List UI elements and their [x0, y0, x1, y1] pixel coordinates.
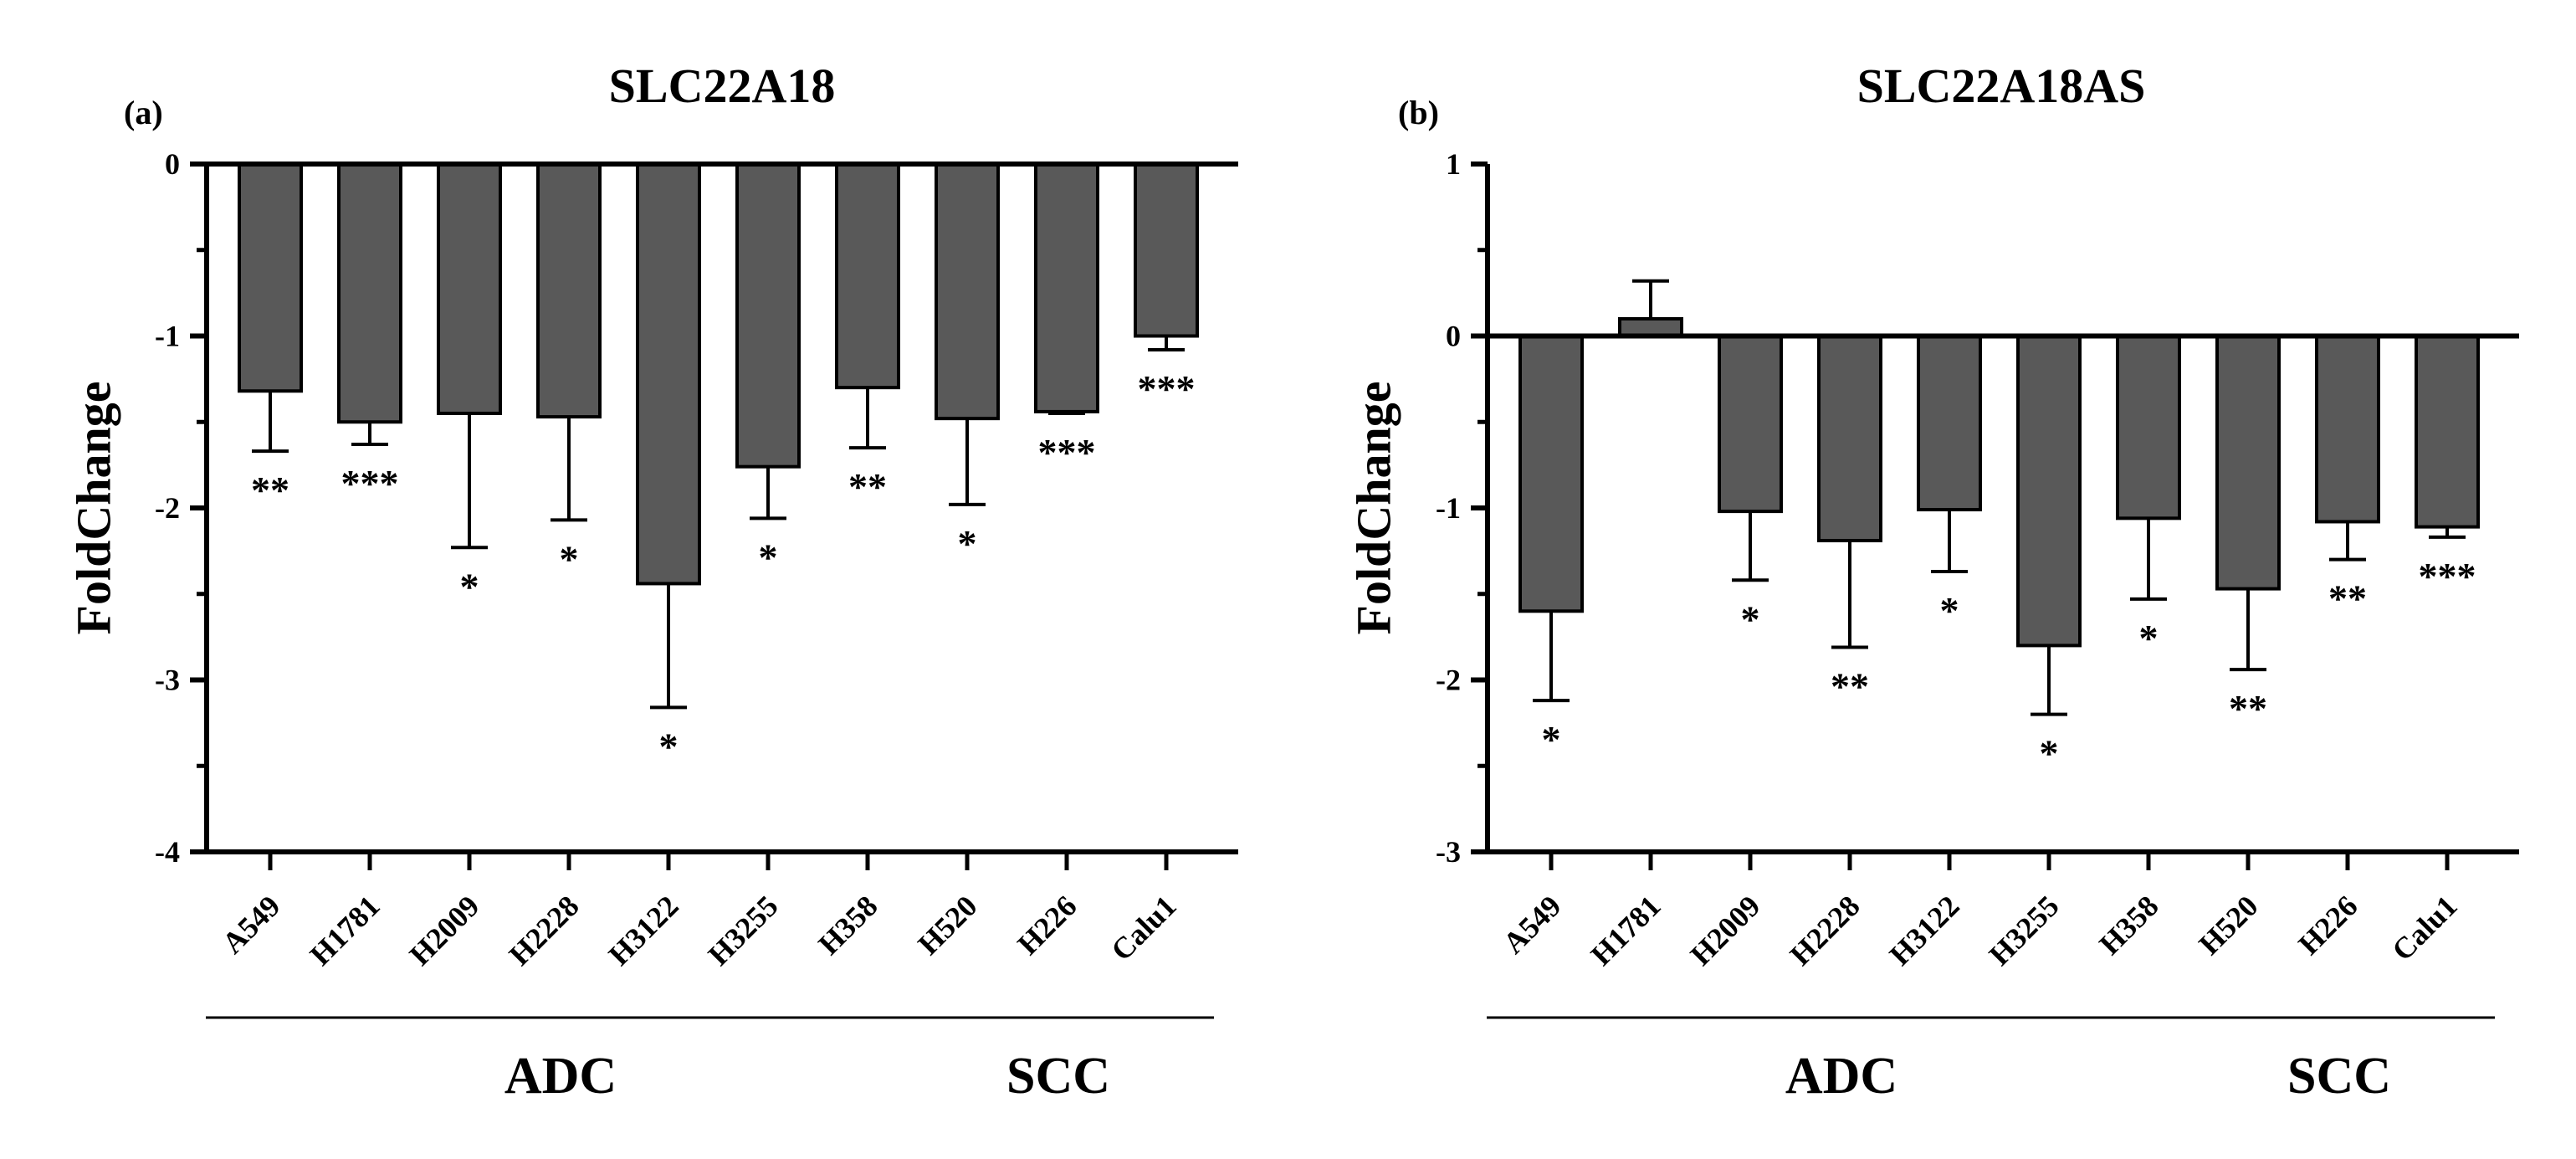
panel-b-y-tick-label: 1	[1446, 147, 1461, 181]
panel-b-category-label: A549	[1497, 889, 1568, 960]
panel-a-significance-label: *	[759, 536, 778, 578]
panel-a-y-tick-label: 0	[165, 147, 180, 181]
panel-a-significance-label: *	[460, 565, 479, 608]
panel-a-title: SLC22A18	[609, 59, 836, 113]
panel-b-significance-label: *	[1542, 718, 1561, 761]
panel-a-category-label: H3255	[702, 889, 785, 972]
panel-a-bar	[536, 162, 602, 419]
panel-a-category-label: H2009	[403, 889, 486, 972]
panel-a-bar	[935, 162, 1000, 421]
panel-b-bar	[2315, 334, 2380, 524]
panel-b-category-label: H2228	[1784, 889, 1867, 972]
panel-b-bar	[1718, 334, 1783, 514]
panel-a-significance-label: **	[251, 469, 289, 511]
panel-a-bar	[735, 162, 801, 469]
panel-b-category-label: H520	[2192, 889, 2264, 961]
panel-b-bar	[1518, 334, 1584, 613]
panel-a-significance-label: *	[659, 725, 679, 767]
panel-b-significance-label: *	[1940, 589, 1959, 632]
panel-b-category-label: H1781	[1585, 889, 1667, 972]
panel-a-significance-label: ***	[341, 462, 399, 505]
panel-a-y-axis-label: FoldChange	[66, 382, 120, 635]
panel-a-group-label: SCC	[1006, 1048, 1110, 1105]
panel-a-category-label: H3122	[602, 889, 685, 972]
panel-a-panel-label: (a)	[124, 94, 163, 131]
panel-a-bar	[437, 162, 502, 415]
panel-a-category-label: H358	[812, 889, 883, 961]
panel-b-significance-label: **	[1831, 664, 1869, 707]
panel-a-significance-label: *	[560, 537, 579, 580]
panel-a-significance-label: ***	[1138, 367, 1196, 410]
panel-a-y-tick-label: -4	[155, 835, 180, 869]
panel-a-y-tick-label: -3	[155, 664, 180, 697]
panel-b-bar	[1917, 334, 1982, 512]
panel-b-y-axis-label: FoldChange	[1346, 382, 1401, 635]
panel-b-significance-label: **	[2229, 687, 2267, 730]
panel-a-category-label: H520	[911, 889, 983, 961]
panel-a-bar	[636, 162, 701, 586]
panel-b-significance-label: *	[1741, 597, 1760, 640]
panel-b-group-label: SCC	[2287, 1048, 2391, 1105]
panel-b-bar	[2016, 334, 2082, 648]
panel-b-bar	[1618, 316, 1683, 338]
panel-a-bar	[1034, 162, 1099, 413]
panel-a-bar	[1134, 162, 1199, 338]
panel-b-bar	[2116, 334, 2181, 521]
panel-a-y-tick-label: -2	[155, 491, 180, 525]
panel-b-category-label: H2009	[1684, 889, 1767, 972]
panel-b-category-label: H3122	[1883, 889, 1966, 972]
panel-b-group-label: ADC	[1785, 1048, 1897, 1105]
panel-a-significance-label: *	[958, 522, 977, 565]
panel-a-significance-label: ***	[1038, 431, 1096, 474]
panel-a-bar	[337, 162, 402, 424]
panel-a-bar	[238, 162, 303, 393]
panel-a-y-tick-label: -1	[155, 320, 180, 353]
panel-b-y-tick-label: -1	[1436, 491, 1461, 525]
panel-b-y-tick-label: -3	[1436, 835, 1461, 869]
panel-b-bar	[2415, 334, 2480, 529]
panel-a-category-label: H1781	[304, 889, 387, 972]
panel-b-category-label: H3255	[1983, 889, 2066, 972]
panel-b-significance-label: *	[2139, 617, 2159, 659]
panel-b-bar	[2215, 334, 2281, 591]
panel-b-significance-label: *	[2040, 732, 2059, 775]
panel-b-significance-label: ***	[2419, 555, 2476, 597]
panel-a-category-label: H226	[1011, 889, 1083, 961]
panel-a-bar	[835, 162, 900, 390]
panel-b-bar	[1817, 334, 1882, 543]
panel-b-category-label: H358	[2092, 889, 2164, 961]
panel-b-panel-label: (b)	[1398, 94, 1439, 131]
panel-b-y-tick-label: -2	[1436, 664, 1461, 697]
panel-b-category-label: H226	[2292, 889, 2363, 961]
panel-a-group-label: ADC	[504, 1048, 617, 1105]
panel-b-title: SLC22A18AS	[1857, 59, 2146, 113]
panel-a-category-label: A549	[216, 889, 287, 960]
panel-b-y-tick-label: 0	[1446, 320, 1461, 353]
panel-a-category-label: H2228	[503, 889, 586, 972]
panel-b-category-label: Calu1	[2385, 889, 2463, 967]
panel-a-significance-label: **	[848, 465, 887, 508]
panel-b-significance-label: **	[2328, 577, 2367, 620]
panel-a-category-label: Calu1	[1104, 889, 1182, 967]
